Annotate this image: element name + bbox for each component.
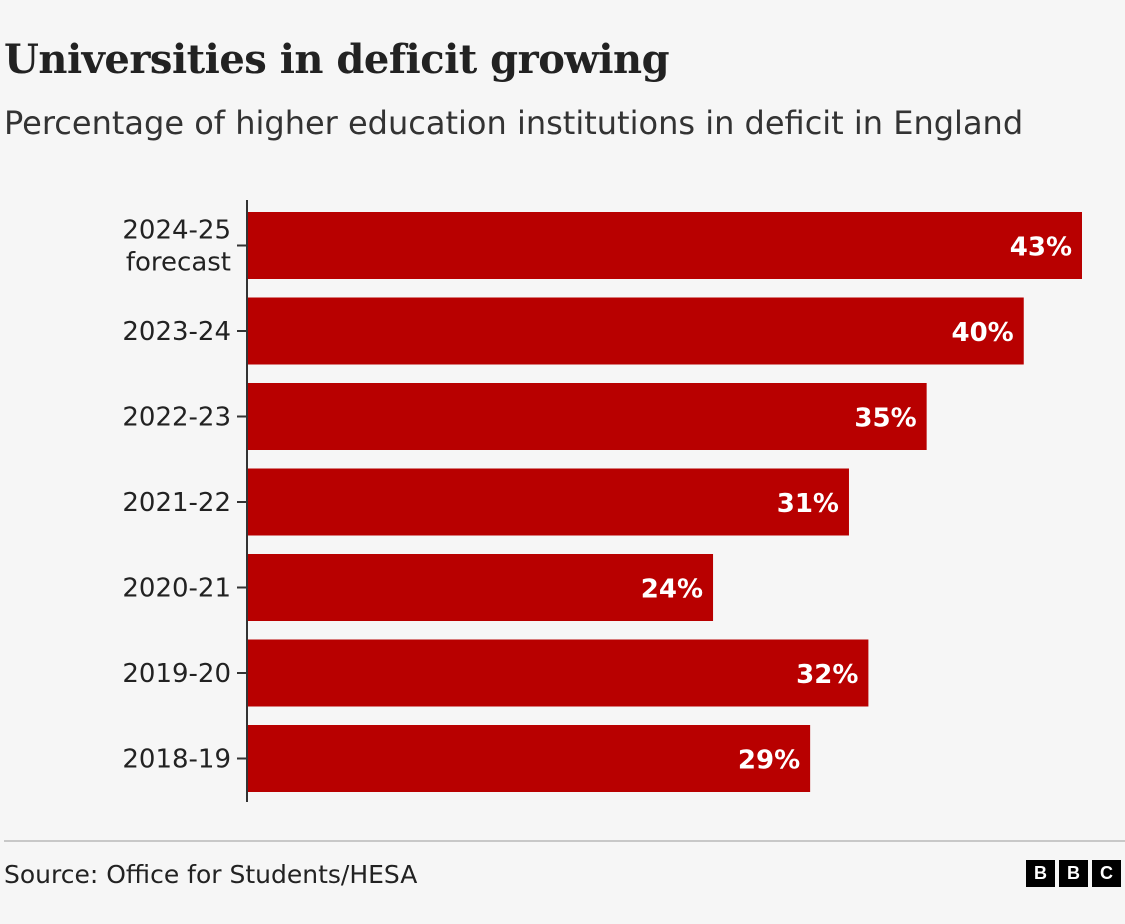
bar-value-label: 35%: [854, 404, 916, 434]
bar-value-label: 32%: [796, 660, 858, 690]
bar: [247, 212, 1082, 279]
y-tick-label: 2021-22: [122, 488, 231, 518]
bar-value-label: 24%: [641, 575, 703, 605]
bar-value-label: 43%: [1010, 233, 1072, 263]
y-tick-label: 2019-20: [122, 659, 231, 689]
footer-divider: [4, 840, 1125, 842]
bbc-logo-block: C: [1092, 860, 1121, 887]
y-tick-label: 2023-24: [122, 317, 231, 347]
y-tick-label: 2018-19: [122, 745, 231, 775]
y-tick-label: 2020-21: [122, 574, 231, 604]
chart-title: Universities in deficit growing: [4, 36, 670, 83]
bbc-logo-block: B: [1059, 860, 1088, 887]
chart-subtitle: Percentage of higher education instituti…: [4, 104, 1024, 142]
source-note: Source: Office for Students/HESA: [4, 860, 418, 889]
bar-value-label: 31%: [777, 489, 839, 519]
bar: [247, 383, 927, 450]
bar: [247, 554, 714, 621]
bbc-logo-block: B: [1026, 860, 1055, 887]
bar-value-label: 40%: [952, 318, 1014, 348]
y-tick-label: 2022-23: [122, 403, 231, 433]
y-tick-label: forecast: [126, 248, 231, 278]
bar-value-label: 29%: [738, 746, 800, 776]
bar: [247, 297, 1024, 365]
bar: [247, 468, 849, 536]
bar: [247, 725, 811, 792]
y-tick-label: 2024-25: [122, 216, 231, 246]
bar: [247, 639, 869, 707]
